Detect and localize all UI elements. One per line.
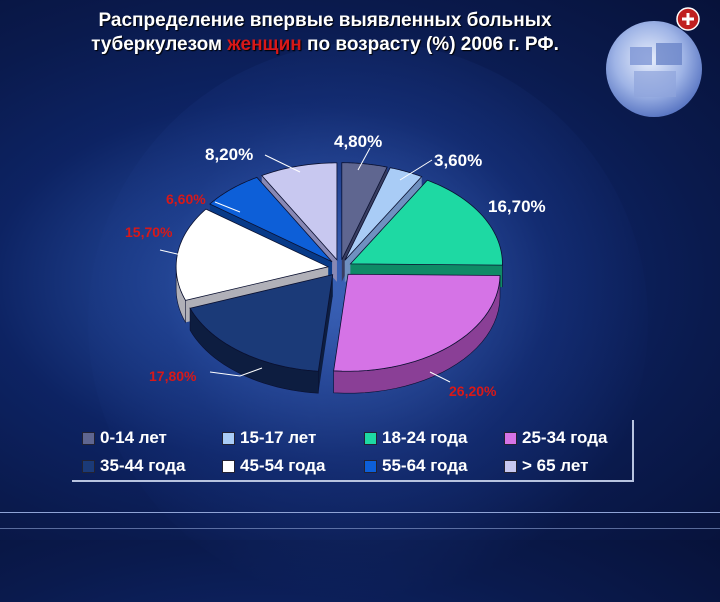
legend-item-35-44: 35-44 года xyxy=(82,456,185,476)
label-65-plus: 8,20% xyxy=(205,145,253,165)
legend-item-0-14: 0-14 лет xyxy=(82,428,167,448)
legend-swatch xyxy=(364,460,377,473)
legend-swatch xyxy=(222,432,235,445)
label-15-17: 3,60% xyxy=(434,151,482,171)
label-18-24: 16,70% xyxy=(488,197,546,217)
legend-item-18-24: 18-24 года xyxy=(364,428,467,448)
legend-swatch xyxy=(364,432,377,445)
label-55-64: 6,60% xyxy=(166,191,206,207)
legend-item-25-34: 25-34 года xyxy=(504,428,607,448)
legend-item-55-64: 55-64 года xyxy=(364,456,467,476)
legend-swatch xyxy=(222,460,235,473)
legend-item-15-17: 15-17 лет xyxy=(222,428,316,448)
label-0-14: 4,80% xyxy=(334,132,382,152)
legend-label: > 65 лет xyxy=(522,456,588,476)
legend-label: 0-14 лет xyxy=(100,428,167,448)
chart-legend: 0-14 лет 15-17 лет 18-24 года 25-34 года… xyxy=(72,420,634,482)
label-35-44: 17,80% xyxy=(149,368,196,384)
legend-swatch xyxy=(82,460,95,473)
label-45-54: 15,70% xyxy=(125,224,172,240)
legend-label: 25-34 года xyxy=(522,428,607,448)
legend-swatch xyxy=(504,432,517,445)
legend-swatch xyxy=(82,432,95,445)
label-25-34: 26,20% xyxy=(449,383,496,399)
legend-label: 15-17 лет xyxy=(240,428,316,448)
legend-label: 45-54 года xyxy=(240,456,325,476)
legend-item-65-plus: > 65 лет xyxy=(504,456,588,476)
legend-label: 18-24 года xyxy=(382,428,467,448)
legend-label: 35-44 года xyxy=(100,456,185,476)
legend-label: 55-64 года xyxy=(382,456,467,476)
legend-item-45-54: 45-54 года xyxy=(222,456,325,476)
pie-slice-25-34 года xyxy=(334,274,500,371)
legend-swatch xyxy=(504,460,517,473)
